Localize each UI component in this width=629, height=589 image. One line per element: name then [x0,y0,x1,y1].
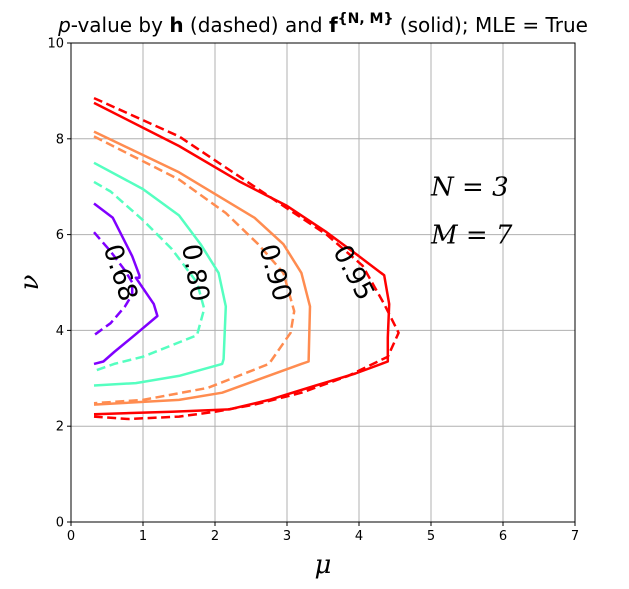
y-axis-label: ν [15,274,45,290]
contour-series [93,96,400,421]
x-tick-label: 5 [427,529,435,544]
contour-068-dashed [93,231,134,337]
title-part-3: (solid); MLE = True [393,13,588,37]
x-tick-label: 0 [67,529,75,544]
y-tick-label: 0 [56,516,64,531]
x-tick-label: 2 [211,529,219,544]
y-tick-label: 6 [56,228,64,243]
chart-title: p-value by h (dashed) and f{N, M} (solid… [57,11,588,37]
title-f: f [329,13,338,37]
plot-frame [70,42,576,523]
contour-090-solid [93,130,312,406]
contour-095-dashed [93,96,400,421]
contour-label-068: 0.68 [97,241,143,305]
contour-label-090: 0.90 [252,241,297,305]
axis-ticks: 0 1 2 3 4 5 6 7 0 2 4 6 8 10 [47,37,579,545]
x-tick-label: 4 [355,529,363,544]
contour-080-solid [93,161,228,387]
title-part-2: (dashed) and [184,13,329,37]
x-tick-label: 6 [499,529,507,544]
contour-068-solid [93,202,159,366]
title-part-1: -value by [71,13,170,37]
x-tick-label: 1 [139,529,147,544]
title-p: p [57,13,71,37]
x-tick-label: 7 [571,529,579,544]
title-h: h [169,13,183,37]
contour-label-080: 0.80 [175,242,215,304]
x-tick-label: 3 [283,529,291,544]
y-tick-label: 8 [56,132,64,147]
y-tick-label: 10 [47,37,64,52]
title-superscript: {N, M} [338,11,394,27]
y-tick-label: 4 [56,324,64,339]
annotation-n: N = 3 [430,173,509,203]
grid [70,42,576,523]
annotations: N = 3 M = 7 [430,173,513,251]
contour-label-095: 0.95 [326,240,380,305]
annotation-m: M = 7 [430,221,513,251]
svg-text:p-value by h (dashed) and f{N,: p-value by h (dashed) and f{N, M} (solid… [57,11,588,37]
x-axis-label: μ [315,550,332,580]
y-tick-label: 2 [56,420,64,435]
contour-090-dashed [93,135,296,405]
contour-080-dashed [93,180,206,373]
